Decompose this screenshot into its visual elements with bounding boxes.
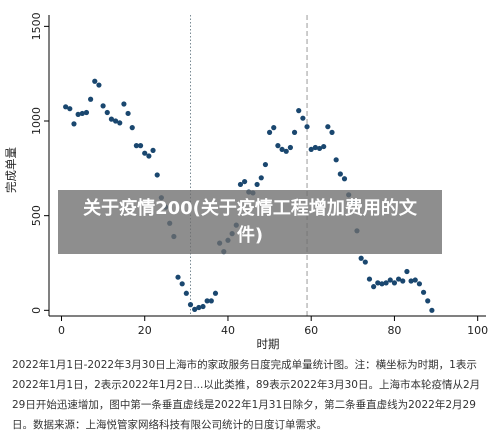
data-point (117, 120, 123, 126)
data-point (196, 304, 202, 311)
data-point (150, 147, 156, 153)
x-tick-label: 0 (58, 324, 65, 337)
data-point (242, 178, 248, 185)
data-point (408, 278, 414, 284)
figure-caption: 2022年1月1日-2022年3月30日上海市的家政服务日度完成单量统计图。注：… (12, 359, 481, 431)
data-point (287, 144, 293, 151)
data-point (400, 278, 406, 284)
data-point (200, 303, 206, 310)
data-point (75, 111, 81, 117)
data-point (271, 125, 277, 131)
data-point (108, 116, 115, 122)
data-point (358, 255, 364, 261)
data-point (420, 289, 427, 295)
data-point (387, 277, 393, 283)
data-point (416, 281, 423, 287)
data-point (254, 181, 260, 188)
x-tick-label: 60 (304, 324, 318, 337)
y-tick-label: 500 (30, 205, 43, 226)
data-point (296, 108, 302, 114)
data-point (283, 148, 289, 154)
data-point (121, 101, 127, 107)
data-point (63, 104, 69, 110)
y-tick-label: 1000 (30, 107, 43, 135)
data-point (308, 146, 314, 153)
data-point (129, 125, 135, 131)
data-point (333, 157, 339, 163)
data-point (325, 124, 331, 130)
data-point (100, 103, 106, 109)
data-point (266, 129, 273, 135)
data-point (67, 106, 73, 112)
y-tick-label: 1500 (30, 12, 43, 40)
y-tick-label: 0 (30, 307, 43, 314)
data-point (371, 284, 377, 290)
data-point (341, 176, 348, 182)
data-point (425, 298, 431, 304)
data-point (133, 143, 139, 149)
data-point (391, 280, 398, 286)
data-point (187, 302, 194, 308)
data-point (137, 143, 144, 149)
data-point (71, 121, 77, 127)
data-point (366, 276, 373, 282)
data-point (396, 276, 402, 282)
data-point (104, 109, 110, 116)
overlay-banner: 关于疫情200(关于疫情工程增加费用的文件) (58, 190, 442, 254)
data-point (383, 280, 389, 286)
data-point (154, 172, 160, 178)
data-point (362, 259, 368, 265)
data-point (412, 277, 418, 283)
data-point (96, 82, 102, 88)
data-point (83, 109, 90, 116)
data-point (146, 153, 152, 159)
data-point (291, 129, 298, 135)
data-point (329, 129, 335, 135)
data-point (375, 280, 381, 286)
data-point (183, 290, 189, 296)
data-point (262, 161, 269, 168)
data-point (258, 175, 264, 181)
data-point (337, 171, 343, 177)
data-point (279, 146, 285, 153)
data-point (321, 143, 327, 150)
data-point (88, 96, 94, 102)
data-point (92, 78, 98, 84)
data-point (179, 281, 185, 287)
x-axis-title: 时期 (257, 337, 280, 351)
data-point (212, 290, 219, 296)
data-point (300, 115, 306, 121)
x-tick-label: 100 (467, 324, 488, 337)
data-point (429, 307, 435, 313)
data-point (204, 298, 210, 304)
data-point (404, 268, 410, 275)
x-tick-label: 80 (387, 324, 401, 337)
data-point (79, 110, 85, 117)
data-point (175, 274, 181, 280)
x-tick-label: 40 (221, 324, 235, 337)
data-point (275, 143, 281, 149)
data-point (316, 145, 323, 152)
data-point (379, 281, 385, 287)
data-point (312, 144, 318, 151)
data-point (208, 298, 214, 304)
data-point (304, 124, 310, 130)
data-point (125, 110, 131, 117)
data-point (112, 118, 119, 124)
y-axis-title: 完成单量 (4, 147, 18, 193)
data-point (192, 306, 198, 312)
data-point (142, 150, 148, 156)
data-point (237, 181, 244, 188)
x-tick-label: 20 (138, 324, 152, 337)
